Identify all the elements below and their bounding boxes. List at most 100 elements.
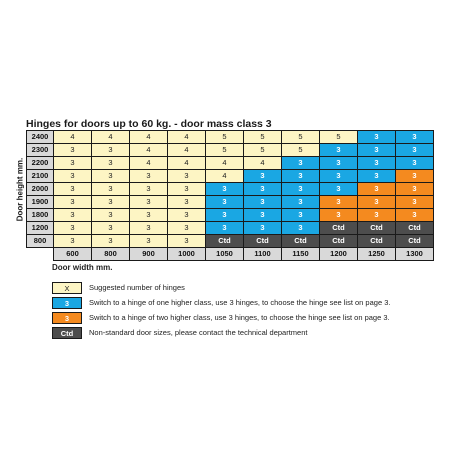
table-cell: 3: [243, 208, 282, 222]
table-cell: 3: [91, 143, 130, 157]
table-cell: 3: [91, 195, 130, 209]
table-cell: 3: [357, 143, 396, 157]
table-cell: 4: [129, 130, 168, 144]
table-cell: 3: [129, 208, 168, 222]
legend-swatch: 3: [52, 312, 82, 324]
table-row: 1200 3 3 3 3 3 3 3 Ctd Ctd Ctd: [26, 221, 434, 235]
column-header-width: 1000: [167, 247, 206, 261]
table-cell: 3: [243, 169, 282, 183]
column-header-width: 1100: [243, 247, 282, 261]
table-cell: 3: [395, 130, 434, 144]
legend-text: Switch to a hinge of one higher class, u…: [89, 298, 391, 307]
table-cell: 3: [319, 182, 358, 196]
table-cell: 3: [281, 221, 320, 235]
table-cell: 3: [205, 195, 244, 209]
table-cell: 3: [91, 234, 130, 248]
table-cell: 4: [205, 169, 244, 183]
table-row: 1900 3 3 3 3 3 3 3 3 3 3: [26, 195, 434, 209]
row-header-height: 800: [26, 234, 54, 248]
table-cell: 5: [243, 130, 282, 144]
table-cell: 4: [91, 130, 130, 144]
table-cell: 3: [91, 182, 130, 196]
table-cell: 3: [53, 143, 92, 157]
table-cell: 3: [281, 208, 320, 222]
table-cell: 3: [167, 208, 206, 222]
table-row: 800 3 3 3 3 Ctd Ctd Ctd Ctd Ctd Ctd: [26, 234, 434, 248]
table-cell: 5: [205, 130, 244, 144]
row-header-height: 2000: [26, 182, 54, 196]
column-header-width: 1050: [205, 247, 244, 261]
table-cell: 3: [205, 221, 244, 235]
table-cell: 3: [281, 195, 320, 209]
table-cell: 3: [357, 130, 396, 144]
column-header-width: 1250: [357, 247, 396, 261]
table-cell: 3: [243, 195, 282, 209]
table-cell: 3: [53, 182, 92, 196]
table-cell: 4: [205, 156, 244, 170]
table-cell: 4: [53, 130, 92, 144]
table-cell: 3: [281, 156, 320, 170]
table-cell: Ctd: [395, 234, 434, 248]
column-header-width: 800: [91, 247, 130, 261]
table-title: Hinges for doors up to 60 kg. - door mas…: [26, 118, 272, 130]
table-cell: 4: [167, 156, 206, 170]
table-cell: 3: [205, 182, 244, 196]
row-header-height: 2300: [26, 143, 54, 157]
table-cell: 5: [281, 130, 320, 144]
table-cell: Ctd: [281, 234, 320, 248]
table-cell: 3: [395, 156, 434, 170]
y-axis-label: Door height mm.: [15, 157, 25, 222]
table-cell: 3: [129, 195, 168, 209]
table-cell: Ctd: [205, 234, 244, 248]
table-cell: 3: [357, 195, 396, 209]
column-header-width: 600: [53, 247, 92, 261]
legend-swatch: 3: [52, 297, 82, 309]
table-row: 2300 3 3 4 4 5 5 5 3 3 3: [26, 143, 434, 157]
header-corner: [27, 248, 54, 261]
table-cell: 4: [167, 130, 206, 144]
column-header-width: 1300: [395, 247, 434, 261]
row-header-height: 2400: [26, 130, 54, 144]
table-cell: 3: [167, 221, 206, 235]
table-cell: 5: [205, 143, 244, 157]
table-cell: Ctd: [319, 221, 358, 235]
table-cell: 3: [167, 195, 206, 209]
table-cell: 3: [129, 221, 168, 235]
table-cell: 3: [53, 156, 92, 170]
legend-text: Non-standard door sizes, please contact …: [89, 328, 308, 337]
table-cell: 4: [129, 156, 168, 170]
table-cell: 3: [395, 208, 434, 222]
table-cell: 3: [319, 143, 358, 157]
table-cell: 3: [319, 169, 358, 183]
table-cell: 3: [319, 208, 358, 222]
table-cell: 3: [243, 221, 282, 235]
column-header-width: 900: [129, 247, 168, 261]
table-cell: 3: [357, 182, 396, 196]
width-header-row: 600 800 900 1000 1050 1100 1150 1200 1250 1300: [27, 247, 434, 261]
table-cell: 3: [53, 169, 92, 183]
table-cell: 3: [129, 234, 168, 248]
table-cell: 3: [281, 169, 320, 183]
column-header-width: 1150: [281, 247, 320, 261]
x-axis-label: Door width mm.: [52, 263, 113, 272]
table-row: 2100 3 3 3 3 4 3 3 3 3 3: [26, 169, 434, 183]
row-header-height: 2200: [26, 156, 54, 170]
legend-swatch: X: [52, 282, 82, 294]
table-cell: 3: [129, 182, 168, 196]
table-cell: 3: [129, 169, 168, 183]
row-header-height: 2100: [26, 169, 54, 183]
row-header-height: 1900: [26, 195, 54, 209]
table-cell: 3: [319, 156, 358, 170]
table-cell: 3: [91, 169, 130, 183]
table-cell: Ctd: [357, 221, 396, 235]
table-cell: Ctd: [243, 234, 282, 248]
table-cell: 3: [91, 208, 130, 222]
table-cell: 3: [167, 234, 206, 248]
table-cell: Ctd: [395, 221, 434, 235]
table-cell: 3: [357, 208, 396, 222]
table-cell: 3: [357, 169, 396, 183]
table-cell: Ctd: [319, 234, 358, 248]
table-cell: 3: [395, 182, 434, 196]
table-cell: 3: [53, 234, 92, 248]
table-cell: 3: [395, 169, 434, 183]
